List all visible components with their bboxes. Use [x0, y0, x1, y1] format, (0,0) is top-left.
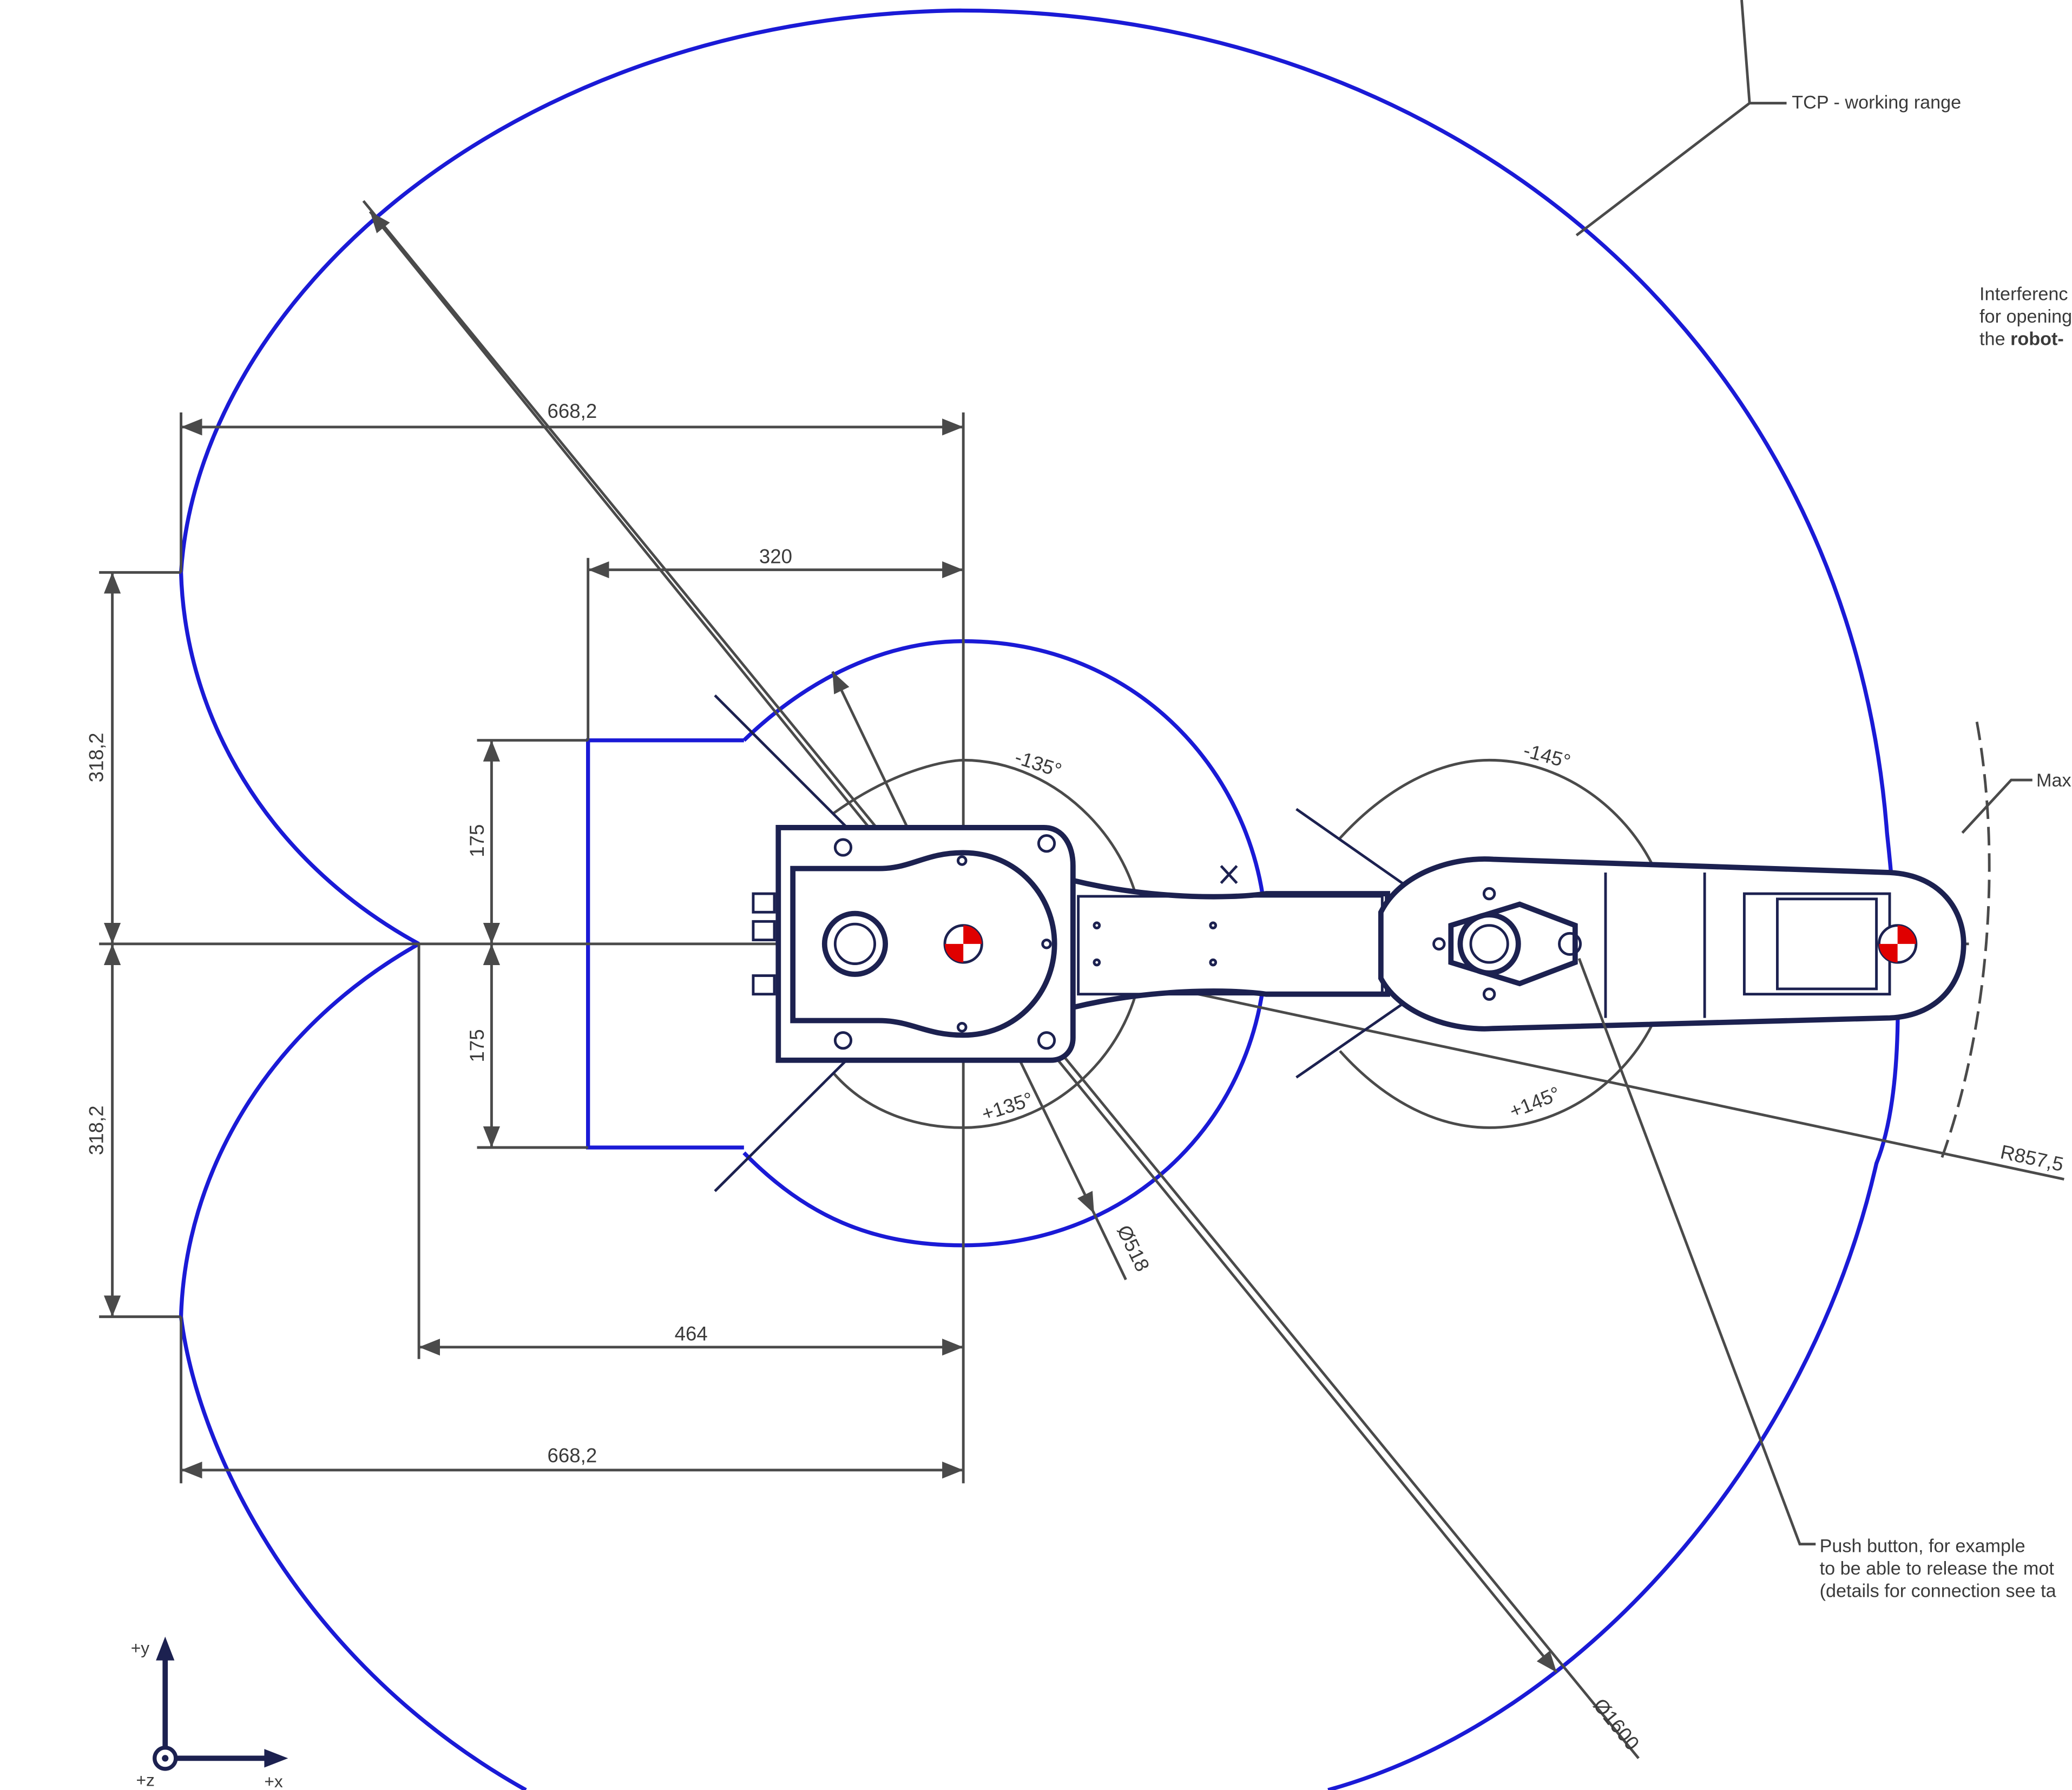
- dim-lower-height-label: 318,2: [85, 1105, 107, 1155]
- dim-outer-diameter-label: Ø1600: [1589, 1694, 1643, 1754]
- dim-lower-inner-label: 175: [466, 1029, 488, 1062]
- svg-text:to be able to release the mot: to be able to release the mot: [1820, 1558, 2055, 1579]
- dim-upper-height-label: 318,2: [85, 733, 107, 783]
- max-leader: [1961, 778, 2032, 834]
- tcp-working-range-outline: [179, 8, 1900, 1790]
- dim-top-width-label: 668,2: [548, 400, 597, 422]
- j1-neg-angle-label: -135°: [1012, 746, 1064, 782]
- j1-pos-angle-label: +135°: [979, 1088, 1036, 1125]
- tcp-range-leader: [1575, 0, 1787, 237]
- dim-upper-inner-label: 175: [466, 824, 488, 857]
- dim-inner-width-label: 320: [759, 545, 792, 567]
- tcp-center-marker: [1878, 924, 1918, 964]
- push-button-note: Push button, for example to be able to r…: [1820, 1536, 2057, 1601]
- robot-arm-2: [1378, 856, 1966, 1032]
- dim-bottom-width-label: 668,2: [548, 1444, 597, 1466]
- joint1-center-marker: [943, 924, 983, 964]
- svg-text:the robot-: the robot-: [1979, 329, 2064, 349]
- j2-neg-angle-label: -145°: [1521, 739, 1573, 772]
- tcp-range-label: TCP - working range: [1792, 92, 1961, 113]
- robot-arm-1: [1070, 865, 1390, 1011]
- z-axis-label: +z: [136, 1771, 155, 1790]
- svg-text:Interferenc: Interferenc: [1979, 284, 2068, 304]
- max-reach-dashed-arc: [1938, 722, 1991, 1164]
- max-label: Max: [2036, 770, 2071, 791]
- y-axis-label: +y: [131, 1638, 150, 1657]
- dim-radius-label: R857,5: [1998, 1140, 2066, 1176]
- dim-cusp-width-label: 464: [675, 1323, 708, 1345]
- svg-text:Push button, for example: Push button, for example: [1820, 1536, 2025, 1556]
- svg-text:(details for connection see ta: (details for connection see ta: [1820, 1581, 2057, 1601]
- push-button-leader: [1577, 958, 1816, 1546]
- svg-text:for opening: for opening: [1979, 306, 2072, 327]
- coordinate-axes: +y +x +z: [131, 1636, 288, 1790]
- robot-base: [752, 825, 1076, 1063]
- interference-note: Interferenc for opening the robot-: [1979, 284, 2072, 349]
- x-axis-label: +x: [264, 1772, 283, 1790]
- j2-pos-angle-label: +145°: [1507, 1082, 1563, 1122]
